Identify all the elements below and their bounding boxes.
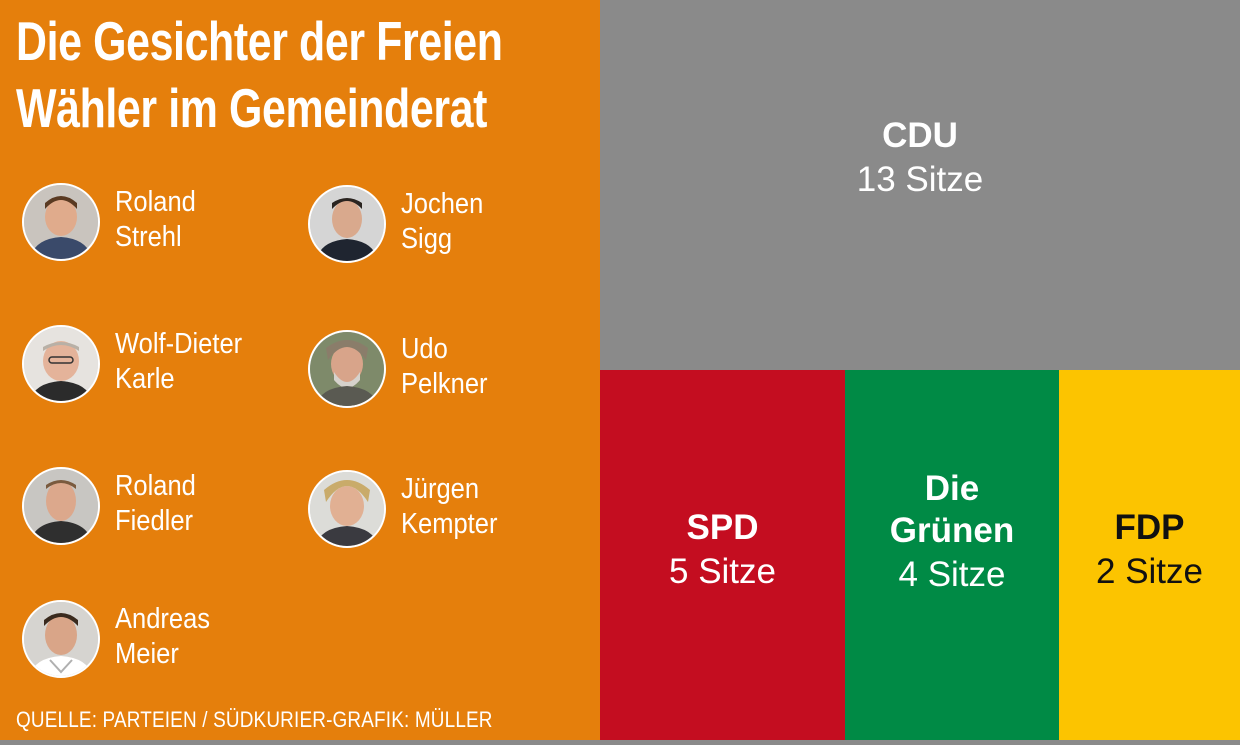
seats-label: 2 Sitze: [1096, 552, 1203, 592]
headline-line-2: Wähler im Gemeinderat: [16, 77, 488, 139]
person-card: Jürgen Kempter: [308, 470, 578, 550]
headline-line-1: Die Gesichter der Freien: [16, 10, 503, 72]
seats-label: 5 Sitze: [669, 552, 776, 592]
person-card: Jochen Sigg: [308, 185, 578, 265]
person-name: Jochen Sigg: [401, 188, 484, 255]
treemap-tile-spd: SPD 5 Sitze: [600, 370, 845, 740]
treemap-tile-fdp: FDP 2 Sitze: [1059, 370, 1240, 740]
portrait-photo: [308, 470, 386, 548]
person-card: Andreas Meier: [22, 600, 292, 680]
person-card: Roland Strehl: [22, 183, 292, 263]
person-card: Roland Fiedler: [22, 467, 292, 547]
portrait-photo: [22, 183, 100, 261]
person-name: Wolf-Dieter Karle: [115, 328, 243, 395]
person-name: Udo Pelkner: [401, 333, 488, 400]
portrait-photo: [22, 325, 100, 403]
headline: Die Gesichter der Freien Wähler im Gemei…: [16, 8, 503, 142]
person-card: Wolf-Dieter Karle: [22, 325, 292, 405]
treemap-tile-cdu: CDU 13 Sitze: [600, 0, 1240, 370]
source-credit: QUELLE: PARTEIEN / SÜDKURIER-GRAFIK: MÜL…: [16, 707, 493, 732]
person-name: Roland Fiedler: [115, 470, 196, 537]
person-card: Udo Pelkner: [308, 330, 578, 410]
person-name: Roland Strehl: [115, 186, 196, 253]
party-label: FDP: [1114, 508, 1185, 548]
portrait-photo: [308, 330, 386, 408]
portrait-photo: [308, 185, 386, 263]
freie-waehler-panel: Die Gesichter der Freien Wähler im Gemei…: [0, 0, 600, 740]
party-label: Die Grünen: [889, 468, 1015, 550]
seats-label: 4 Sitze: [898, 554, 1006, 594]
party-label: SPD: [686, 508, 759, 548]
person-name: Andreas Meier: [115, 603, 211, 670]
seats-label: 13 Sitze: [856, 160, 984, 200]
treemap-tile-gruene: Die Grünen 4 Sitze: [845, 370, 1059, 740]
party-label: CDU: [882, 116, 958, 156]
bottom-border: [0, 740, 1240, 745]
portrait-photo: [22, 600, 100, 678]
person-name: Jürgen Kempter: [401, 473, 498, 540]
portrait-photo: [22, 467, 100, 545]
